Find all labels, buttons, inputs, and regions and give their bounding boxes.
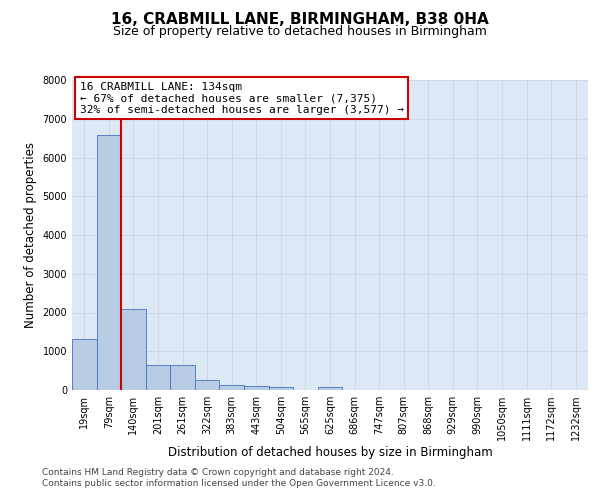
Text: Contains HM Land Registry data © Crown copyright and database right 2024.
Contai: Contains HM Land Registry data © Crown c… xyxy=(42,468,436,487)
Bar xyxy=(170,365,195,390)
Text: 16, CRABMILL LANE, BIRMINGHAM, B38 0HA: 16, CRABMILL LANE, BIRMINGHAM, B38 0HA xyxy=(111,12,489,28)
Bar xyxy=(146,365,170,390)
X-axis label: Distribution of detached houses by size in Birmingham: Distribution of detached houses by size … xyxy=(167,446,493,459)
Text: Size of property relative to detached houses in Birmingham: Size of property relative to detached ho… xyxy=(113,25,487,38)
Bar xyxy=(220,384,244,390)
Bar xyxy=(97,135,121,390)
Bar xyxy=(195,380,220,390)
Bar xyxy=(72,339,97,390)
Bar xyxy=(244,386,269,390)
Bar xyxy=(269,387,293,390)
Bar xyxy=(121,310,146,390)
Text: 16 CRABMILL LANE: 134sqm
← 67% of detached houses are smaller (7,375)
32% of sem: 16 CRABMILL LANE: 134sqm ← 67% of detach… xyxy=(80,82,404,115)
Y-axis label: Number of detached properties: Number of detached properties xyxy=(24,142,37,328)
Bar xyxy=(318,387,342,390)
